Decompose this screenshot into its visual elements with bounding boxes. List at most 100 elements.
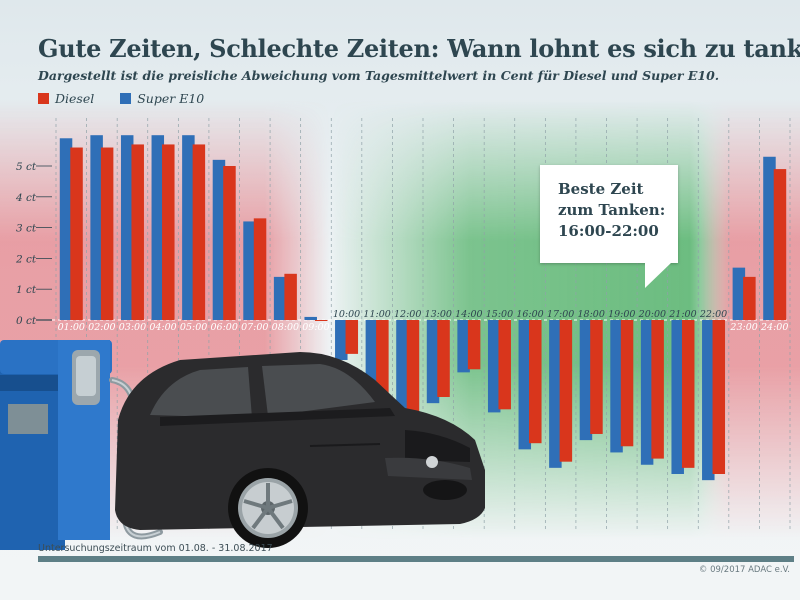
x-tick-label: 19:00 <box>608 309 635 320</box>
x-tick-label: 20:00 <box>638 309 666 320</box>
y-tick-label: 1 ct <box>16 284 37 296</box>
bar-super-e10 <box>243 221 256 320</box>
x-tick-label: 06:00 <box>211 322 238 333</box>
bar-super-e10 <box>120 135 134 320</box>
x-tick-label: 10:00 <box>333 309 360 320</box>
x-tick-label: 24:00 <box>760 322 788 333</box>
bar-super-e10 <box>518 320 532 450</box>
bar-super-e10 <box>671 320 684 474</box>
study-period-note: Untersuchungszeitraum vom 01.08. - 31.08… <box>38 543 273 554</box>
x-axis-labels: 01:00 02:00 03:00 04:00 05:00 06:00 07:00 08:00… <box>58 309 789 333</box>
diesel-swatch <box>38 93 49 104</box>
legend: Diesel Super E10 <box>38 91 204 106</box>
legend-label-super-e10: Super E10 <box>137 91 205 106</box>
x-tick-label: 07:00 <box>241 322 268 333</box>
x-tick-label: 02:00 <box>88 322 115 333</box>
bar-diesel <box>131 144 144 320</box>
callout-text: Beste Zeit zum Tanken: 16:00-22:00 <box>558 179 665 242</box>
bar-diesel <box>100 147 114 320</box>
x-tick-label: 15:00 <box>486 309 513 320</box>
bar-diesel <box>223 166 236 320</box>
bar-super-e10 <box>335 320 348 361</box>
bar-super-e10 <box>487 320 501 413</box>
bar-super-e10 <box>732 267 746 320</box>
bar-diesel <box>712 320 726 474</box>
bar-diesel <box>590 320 603 434</box>
bar-diesel <box>773 169 787 320</box>
bar-diesel <box>681 320 695 468</box>
x-tick-label: 21:00 <box>668 309 696 320</box>
bar-super-e10 <box>640 320 654 465</box>
bar-diesel <box>253 218 267 320</box>
bar-super-e10 <box>426 320 440 404</box>
x-tick-label: 16:00 <box>516 309 543 320</box>
x-tick-label: 08:00 <box>272 322 299 333</box>
bar-super-e10 <box>304 316 317 320</box>
callout-line-1: Beste Zeit <box>558 180 644 198</box>
bar-super-e10 <box>579 320 593 441</box>
bar-diesel <box>314 320 328 321</box>
bar-diesel <box>406 320 420 425</box>
x-tick-label: 12:00 <box>394 309 421 320</box>
x-tick-label: 01:00 <box>58 322 85 333</box>
chart-title: Gute Zeiten, Schlechte Zeiten: Wann lohn… <box>38 34 800 63</box>
bar-diesel <box>284 273 297 320</box>
bar-diesel <box>743 276 756 320</box>
y-tick-label: 4 ct <box>15 192 37 204</box>
x-tick-label: 23:00 <box>729 322 757 333</box>
footer-bar <box>38 556 794 562</box>
x-tick-label: 11:00 <box>363 309 390 320</box>
x-tick-label: 14:00 <box>455 309 482 320</box>
y-tick-label: 3 ct <box>16 223 37 235</box>
bar-diesel <box>498 320 511 410</box>
copyright: © 09/2017 ADAC e.V. <box>698 565 790 575</box>
callout-line-2: zum Tanken: <box>558 201 666 219</box>
bar-super-e10 <box>59 138 73 320</box>
best-time-callout: Beste Zeit zum Tanken: 16:00-22:00 <box>540 165 678 288</box>
bar-super-e10 <box>457 320 470 373</box>
super-e10-swatch <box>120 93 132 104</box>
bar-diesel <box>529 320 542 444</box>
bar-diesel <box>70 147 83 320</box>
y-tick-label: 2 ct <box>15 253 37 265</box>
bar-diesel <box>620 320 634 447</box>
x-tick-label: 13:00 <box>425 309 452 320</box>
chart-subtitle: Dargestellt ist die preisliche Abweichun… <box>38 68 720 83</box>
bar-diesel <box>192 144 206 320</box>
bar-super-e10 <box>273 276 287 320</box>
car-and-fuel-pump-illustration <box>0 340 485 550</box>
bar-super-e10 <box>610 320 623 453</box>
legend-label-diesel: Diesel <box>55 91 95 106</box>
callout-tail <box>645 262 672 288</box>
callout-line-3: 16:00-22:00 <box>558 222 659 240</box>
bar-diesel <box>437 320 450 397</box>
x-tick-label: 17:00 <box>547 309 574 320</box>
bar-diesel <box>162 144 175 320</box>
bar-diesel <box>559 320 573 462</box>
bar-super-e10 <box>90 135 103 320</box>
x-tick-label: 09:00 <box>302 322 329 333</box>
legend-item-super-e10: Super E10 <box>120 91 204 106</box>
fuel-pump-icon <box>0 340 163 550</box>
x-tick-label: 22:00 <box>699 309 727 320</box>
bar-diesel <box>651 320 664 459</box>
bars <box>59 135 787 481</box>
bar-super-e10 <box>151 135 165 320</box>
bar-super-e10 <box>763 156 776 320</box>
y-tick-label: 0 ct <box>16 315 37 327</box>
bar-super-e10 <box>182 135 195 320</box>
bar-diesel <box>345 320 359 354</box>
legend-item-diesel: Diesel <box>38 91 94 106</box>
bar-super-e10 <box>212 159 226 320</box>
car-icon <box>115 352 485 548</box>
x-tick-label: 05:00 <box>180 322 207 333</box>
bar-super-e10 <box>702 320 715 481</box>
x-tick-label: 18:00 <box>578 309 605 320</box>
y-tick-label: 5 ct <box>16 161 37 173</box>
bar-diesel <box>467 320 481 370</box>
x-tick-label: 04:00 <box>149 322 176 333</box>
bar-super-e10 <box>549 320 562 468</box>
bar-diesel <box>376 320 389 397</box>
x-tick-label: 03:00 <box>119 322 146 333</box>
